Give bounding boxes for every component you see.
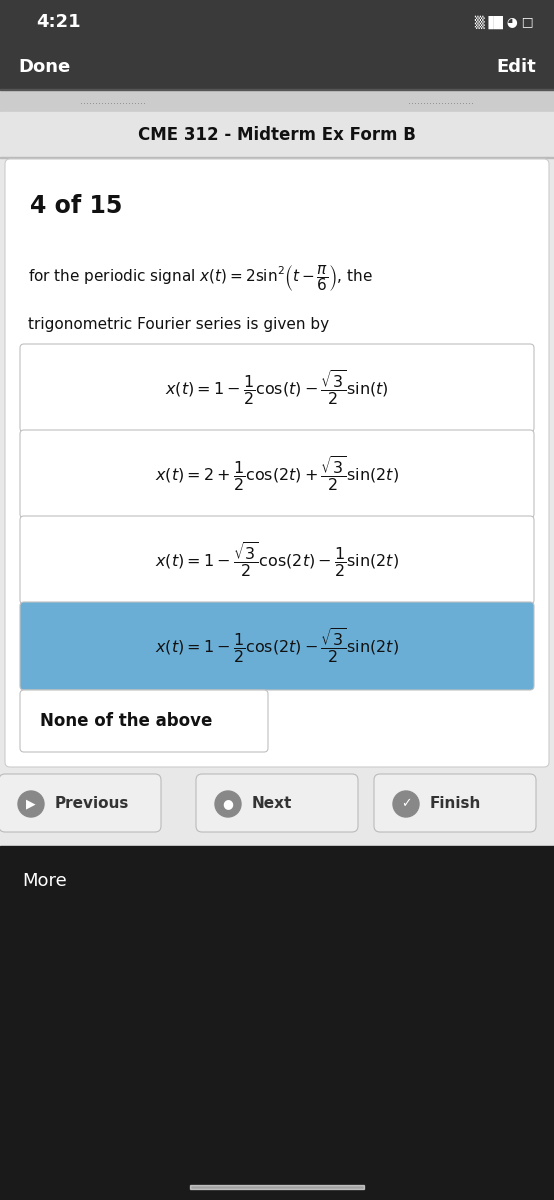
Bar <box>0 846 554 1200</box>
FancyBboxPatch shape <box>374 774 536 832</box>
Text: CME 312 - Midterm Ex Form B: CME 312 - Midterm Ex Form B <box>138 126 416 144</box>
Bar <box>190 1186 364 1189</box>
Bar <box>0 112 554 158</box>
FancyBboxPatch shape <box>20 344 534 432</box>
Text: Finish: Finish <box>430 797 481 811</box>
Text: 4 of 15: 4 of 15 <box>30 194 122 218</box>
Text: 4:21: 4:21 <box>36 13 81 31</box>
FancyBboxPatch shape <box>20 516 534 604</box>
Text: More: More <box>22 872 66 890</box>
Text: $x(t) = 1 - \dfrac{1}{2}\cos(2t) - \dfrac{\sqrt{3}}{2}\sin(2t)$: $x(t) = 1 - \dfrac{1}{2}\cos(2t) - \dfra… <box>155 626 399 666</box>
Text: Previous: Previous <box>55 797 130 811</box>
FancyBboxPatch shape <box>0 774 161 832</box>
Text: trigonometric Fourier series is given by: trigonometric Fourier series is given by <box>28 317 329 331</box>
Bar <box>0 0 554 44</box>
Text: ▒▐█ ◕ □: ▒▐█ ◕ □ <box>474 16 534 29</box>
FancyBboxPatch shape <box>5 158 549 767</box>
Text: ✓: ✓ <box>401 798 411 810</box>
Text: for the periodic signal $x(t) = 2\sin^{2}\!\left(t-\dfrac{\pi}{6}\right)$, the: for the periodic signal $x(t) = 2\sin^{2… <box>28 263 373 293</box>
Text: None of the above: None of the above <box>40 712 212 730</box>
FancyBboxPatch shape <box>196 774 358 832</box>
Text: ......................: ...................... <box>80 96 146 106</box>
Bar <box>0 158 554 1200</box>
Text: $x(t) = 1 - \dfrac{1}{2}\cos(t) - \dfrac{\sqrt{3}}{2}\sin(t)$: $x(t) = 1 - \dfrac{1}{2}\cos(t) - \dfrac… <box>165 368 389 408</box>
Circle shape <box>18 791 44 817</box>
Text: Edit: Edit <box>496 58 536 76</box>
Text: $x(t) = 2 + \dfrac{1}{2}\cos(2t) + \dfrac{\sqrt{3}}{2}\sin(2t)$: $x(t) = 2 + \dfrac{1}{2}\cos(2t) + \dfra… <box>155 455 399 493</box>
FancyBboxPatch shape <box>20 602 534 690</box>
Text: ......................: ...................... <box>408 96 474 106</box>
Text: ●: ● <box>223 798 233 810</box>
Text: Done: Done <box>18 58 70 76</box>
Text: ▶: ▶ <box>26 798 36 810</box>
FancyBboxPatch shape <box>20 690 268 752</box>
Text: $x(t) = 1 - \dfrac{\sqrt{3}}{2}\cos(2t) - \dfrac{1}{2}\sin(2t)$: $x(t) = 1 - \dfrac{\sqrt{3}}{2}\cos(2t) … <box>155 540 399 580</box>
Bar <box>0 770 554 838</box>
Circle shape <box>215 791 241 817</box>
Text: Next: Next <box>252 797 293 811</box>
Bar <box>0 90 554 112</box>
Bar <box>0 44 554 90</box>
FancyBboxPatch shape <box>20 430 534 518</box>
Circle shape <box>393 791 419 817</box>
